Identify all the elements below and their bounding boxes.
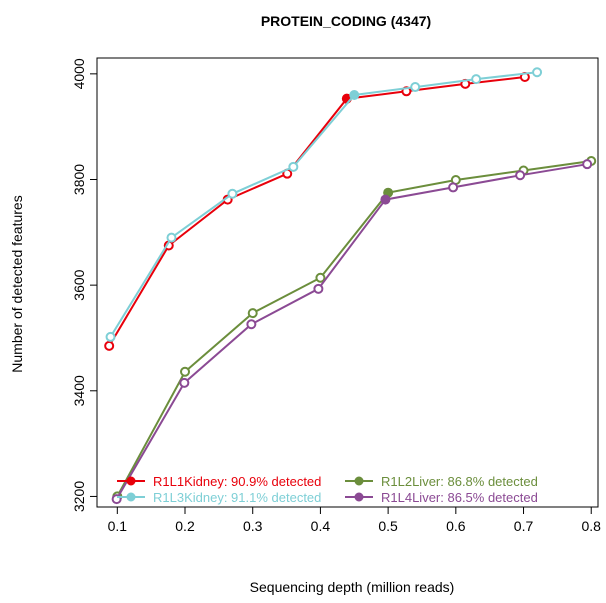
y-tick-label: 3600 (71, 269, 87, 300)
x-axis: 0.1 0.2 0.3 0.4 0.5 0.6 0.7 0.8 (108, 507, 601, 534)
data-point (180, 366, 191, 377)
series-line (109, 71, 538, 338)
y-tick-label: 3200 (71, 481, 87, 512)
legend-swatch-marker (354, 492, 364, 502)
data-point (313, 283, 324, 294)
x-tick-label: 0.7 (514, 518, 534, 534)
y-tick-label: 3400 (71, 375, 87, 406)
data-point (410, 82, 421, 93)
series-line (115, 163, 588, 500)
x-axis-label: Sequencing depth (million reads) (250, 579, 455, 595)
legend-item: R1L2Liver: 86.8% detected (345, 474, 538, 489)
data-point (315, 272, 326, 283)
series-line (108, 76, 526, 347)
series-R1L2Liver (112, 156, 597, 502)
legend-item: R1L3Kidney: 91.1% detected (117, 490, 321, 505)
y-tick-label: 3800 (71, 164, 87, 195)
data-point (380, 194, 391, 205)
data-point (247, 308, 258, 319)
series-R1L3Kidney (105, 67, 543, 342)
data-point (227, 188, 238, 199)
data-point (515, 170, 526, 181)
legend-label: R1L1Kidney: 90.9% detected (153, 474, 321, 489)
y-axis: 3200 3400 3600 3800 4000 (71, 58, 97, 512)
legend-label: R1L2Liver: 86.8% detected (381, 474, 538, 489)
legend-item: R1L4Liver: 86.5% detected (345, 490, 538, 505)
plot-frame (96, 57, 599, 508)
data-point (179, 377, 190, 388)
legend-item: R1L1Kidney: 90.9% detected (117, 474, 321, 489)
data-point (349, 89, 360, 100)
x-tick-label: 0.1 (108, 518, 128, 534)
y-tick-label: 4000 (71, 58, 87, 89)
data-point (471, 74, 482, 85)
x-tick-label: 0.2 (175, 518, 195, 534)
data-point (246, 319, 257, 330)
legend-label: R1L3Kidney: 91.1% detected (153, 490, 321, 505)
x-tick-label: 0.8 (581, 518, 601, 534)
y-axis-label: Number of detected features (9, 195, 25, 372)
legend-label: R1L4Liver: 86.5% detected (381, 490, 538, 505)
data-point (448, 182, 459, 193)
series-layer (104, 67, 597, 505)
data-point (582, 159, 593, 170)
legend: R1L1Kidney: 90.9% detected R1L2Liver: 86.… (117, 474, 538, 505)
data-point (104, 340, 115, 351)
data-point (288, 161, 299, 172)
series-R1L4Liver (111, 159, 593, 505)
chart-title: PROTEIN_CODING (4347) (261, 13, 431, 29)
x-tick-label: 0.6 (446, 518, 466, 534)
legend-swatch-marker (126, 492, 136, 502)
data-point (105, 331, 116, 342)
series-R1L1Kidney (104, 72, 530, 351)
legend-swatch-marker (354, 476, 364, 486)
data-point (166, 232, 177, 243)
series-line (116, 160, 592, 497)
x-tick-label: 0.3 (243, 518, 263, 534)
x-tick-label: 0.4 (311, 518, 331, 534)
data-point (532, 67, 543, 78)
x-tick-label: 0.5 (378, 518, 398, 534)
legend-swatch-marker (126, 476, 136, 486)
